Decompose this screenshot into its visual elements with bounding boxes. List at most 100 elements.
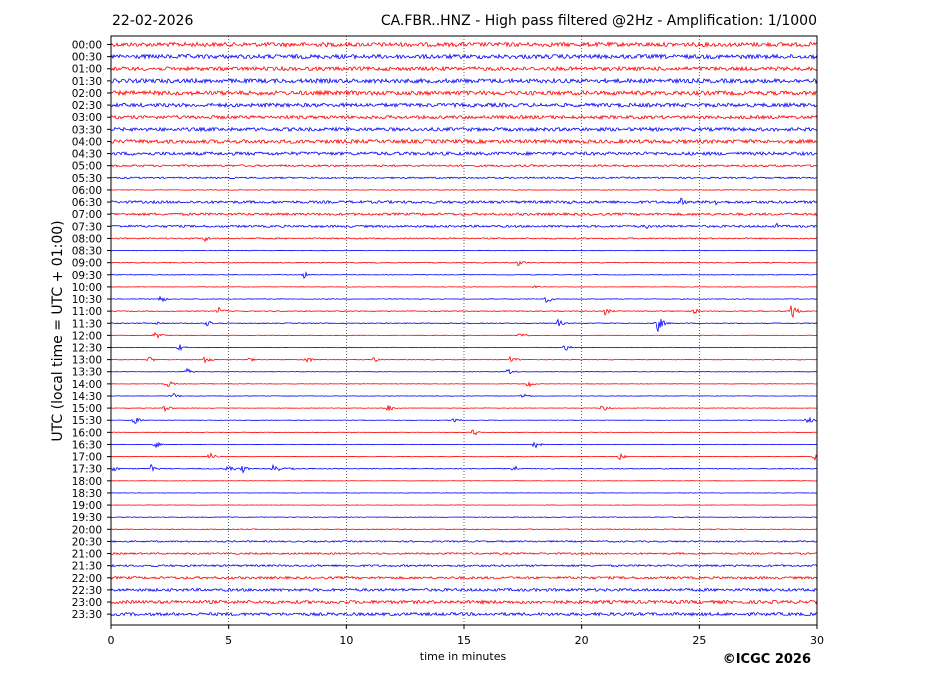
trace-row-0130 xyxy=(110,77,818,85)
row-label: 15:30 xyxy=(72,415,102,427)
trace-row-0830 xyxy=(110,249,818,252)
trace-row-1100 xyxy=(110,305,818,319)
trace-row-1300 xyxy=(110,355,818,364)
trace-row-1730 xyxy=(110,463,818,474)
row-label: 16:30 xyxy=(72,439,102,451)
trace-row-1600 xyxy=(110,429,818,436)
row-label: 08:30 xyxy=(72,246,102,258)
row-label: 23:00 xyxy=(72,597,102,609)
x-tick-label: 5 xyxy=(225,634,232,647)
row-label: 13:30 xyxy=(72,367,102,379)
y-axis-label: UTC (local time = UTC + 01:00) xyxy=(50,220,66,441)
trace-row-0330 xyxy=(110,126,818,133)
x-axis-ticks: 0 5 10 15 20 25 30 xyxy=(108,625,824,647)
row-label: 12:00 xyxy=(72,330,102,342)
row-label: 07:00 xyxy=(72,209,102,221)
trace-row-1700 xyxy=(110,452,818,462)
trace-row-2230 xyxy=(110,587,818,593)
trace-row-1000 xyxy=(110,285,818,289)
trace-row-2130 xyxy=(110,563,818,568)
row-label: 10:00 xyxy=(72,282,102,294)
row-label: 04:30 xyxy=(72,149,102,161)
trace-row-0800 xyxy=(110,236,818,243)
x-tick-label: 0 xyxy=(108,634,115,647)
row-label: 21:30 xyxy=(72,561,102,573)
row-label: 20:00 xyxy=(72,524,102,536)
trace-row-0230 xyxy=(110,102,818,109)
trace-row-2300 xyxy=(110,599,818,605)
row-label: 22:00 xyxy=(72,573,102,585)
row-label: 06:00 xyxy=(72,185,102,197)
row-label: 18:00 xyxy=(72,476,102,488)
row-label: 09:30 xyxy=(72,270,102,282)
trace-row-1400 xyxy=(110,381,818,388)
trace-row-1930 xyxy=(110,516,818,518)
trace-row-2030 xyxy=(110,539,818,543)
row-label: 18:30 xyxy=(72,488,102,500)
row-label: 11:30 xyxy=(72,318,102,330)
row-label: 04:00 xyxy=(72,136,102,148)
row-label: 19:00 xyxy=(72,500,102,512)
x-tick-label: 30 xyxy=(810,634,824,647)
row-label: 11:00 xyxy=(72,306,102,318)
copyright-label: ©ICGC 2026 xyxy=(723,652,811,667)
row-label: 00:00 xyxy=(72,40,102,52)
row-label: 05:00 xyxy=(72,161,102,173)
row-label: 06:30 xyxy=(72,197,102,209)
trace-row-2000 xyxy=(110,528,818,531)
row-label: 16:00 xyxy=(72,427,102,439)
row-label: 23:30 xyxy=(72,609,102,621)
row-time-labels: 00:0000:3001:0001:3002:0002:3003:0003:30… xyxy=(72,40,111,621)
row-label: 03:00 xyxy=(72,112,102,124)
trace-row-1200 xyxy=(110,331,818,339)
trace-row-0000 xyxy=(110,41,818,48)
trace-row-1130 xyxy=(110,318,818,332)
x-tick-label: 25 xyxy=(692,634,706,647)
trace-row-0600 xyxy=(110,189,818,191)
row-label: 01:00 xyxy=(72,64,102,76)
trace-row-0730 xyxy=(110,222,818,230)
row-label: 17:00 xyxy=(72,452,102,464)
trace-row-1530 xyxy=(110,416,818,424)
plot-frame xyxy=(110,35,818,626)
trace-row-0630 xyxy=(110,197,818,206)
trace-row-2200 xyxy=(110,575,818,581)
row-label: 21:00 xyxy=(72,549,102,561)
trace-row-0300 xyxy=(110,114,818,121)
row-label: 02:00 xyxy=(72,88,102,100)
row-label: 14:30 xyxy=(72,391,102,403)
x-tick-label: 20 xyxy=(575,634,589,647)
x-tick-label: 10 xyxy=(339,634,353,647)
plot-title: CA.FBR..HNZ - High pass filtered @2Hz - … xyxy=(381,13,817,29)
trace-row-0400 xyxy=(110,138,818,145)
row-label: 07:30 xyxy=(72,221,102,233)
trace-row-0930 xyxy=(110,271,818,279)
row-label: 08:00 xyxy=(72,233,102,245)
row-label: 15:00 xyxy=(72,403,102,415)
trace-row-2330 xyxy=(110,611,818,617)
row-label: 13:00 xyxy=(72,355,102,367)
row-label: 14:00 xyxy=(72,379,102,391)
trace-row-0500 xyxy=(110,163,818,168)
trace-row-1430 xyxy=(110,392,818,398)
row-label: 03:30 xyxy=(72,124,102,136)
trace-row-0900 xyxy=(110,260,818,267)
row-label: 20:30 xyxy=(72,536,102,548)
row-label: 22:30 xyxy=(72,585,102,597)
x-tick-label: 15 xyxy=(457,634,471,647)
row-label: 02:30 xyxy=(72,100,102,112)
trace-row-1230 xyxy=(110,344,818,352)
trace-row-0530 xyxy=(110,176,818,180)
trace-row-1330 xyxy=(110,367,818,375)
vertical-gridlines xyxy=(228,36,700,625)
trace-row-1500 xyxy=(110,405,818,413)
trace-row-1630 xyxy=(110,441,818,449)
x-axis-label: time in minutes xyxy=(420,650,507,663)
trace-row-0700 xyxy=(110,212,818,217)
row-label: 05:30 xyxy=(72,173,102,185)
trace-row-0030 xyxy=(110,53,818,61)
plot-date: 22-02-2026 xyxy=(112,13,193,29)
row-label: 10:30 xyxy=(72,294,102,306)
row-label: 01:30 xyxy=(72,76,102,88)
